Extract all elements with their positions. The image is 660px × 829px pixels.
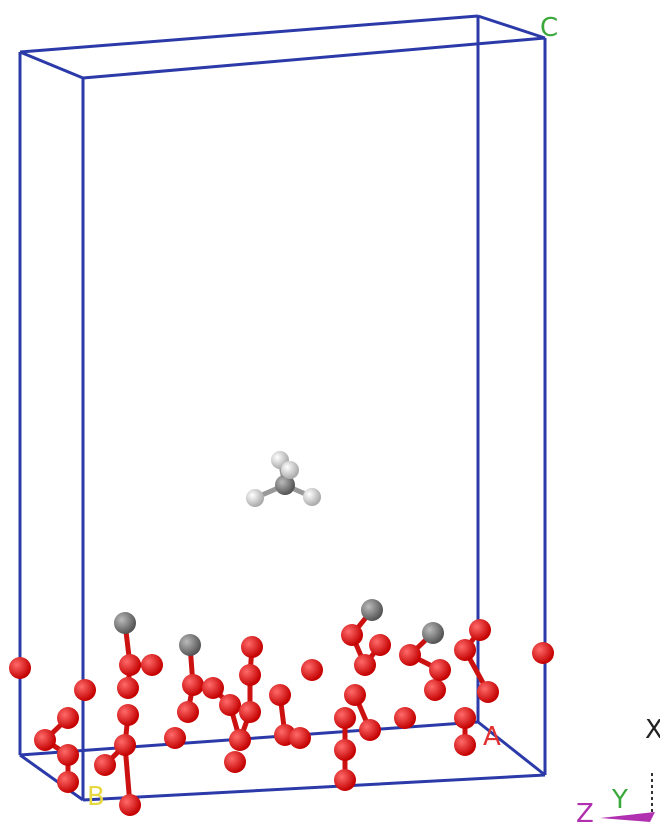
oxygen-atom bbox=[117, 704, 139, 726]
oxygen-atom bbox=[202, 677, 224, 699]
oxygen-atom bbox=[119, 794, 141, 816]
unit-cell bbox=[20, 16, 545, 800]
oxygen-atom bbox=[229, 729, 251, 751]
axis-label-a: A bbox=[483, 722, 501, 752]
oxygen-atom bbox=[177, 701, 199, 723]
hydrogen-atom bbox=[303, 488, 321, 506]
oxygen-atom bbox=[334, 739, 356, 761]
oxygen-atom bbox=[424, 679, 446, 701]
oxygen-atom bbox=[239, 664, 261, 686]
hydrogen-atom bbox=[246, 489, 264, 507]
oxygen-atom bbox=[269, 684, 291, 706]
oxygen-atom bbox=[354, 654, 376, 676]
oxygen-atom bbox=[117, 677, 139, 699]
carbon-atom bbox=[422, 622, 444, 644]
oxygen-atom bbox=[119, 654, 141, 676]
axis-label-c: C bbox=[540, 13, 558, 43]
oxygen-atom bbox=[74, 679, 96, 701]
oxygen-atom bbox=[359, 719, 381, 741]
axis-z: Z bbox=[576, 799, 594, 829]
oxygen-atom bbox=[241, 636, 263, 658]
structure-view: C A B X Y Z bbox=[0, 0, 660, 829]
axis-x: X bbox=[645, 715, 660, 745]
oxygen-atom bbox=[182, 674, 204, 696]
oxygen-atom bbox=[394, 707, 416, 729]
oxygen-atom bbox=[9, 657, 31, 679]
atoms bbox=[9, 451, 554, 816]
oxygen-atom bbox=[334, 707, 356, 729]
oxygen-atom bbox=[399, 644, 421, 666]
oxygen-atom bbox=[57, 707, 79, 729]
oxygen-atom bbox=[141, 654, 163, 676]
oxygen-atom bbox=[114, 734, 136, 756]
oxygen-atom bbox=[429, 659, 451, 681]
carbon-atom bbox=[361, 599, 383, 621]
oxygen-atom bbox=[469, 619, 491, 641]
bonds bbox=[45, 630, 488, 805]
oxygen-atom bbox=[341, 624, 363, 646]
carbon-atom bbox=[179, 634, 201, 656]
hydrogen-atom bbox=[281, 461, 299, 479]
axis-label-b: B bbox=[87, 782, 105, 812]
oxygen-atom bbox=[454, 734, 476, 756]
axis-y: Y bbox=[611, 785, 628, 815]
oxygen-atom bbox=[344, 684, 366, 706]
oxygen-atom bbox=[334, 769, 356, 791]
oxygen-atom bbox=[94, 754, 116, 776]
oxygen-atom bbox=[224, 751, 246, 773]
carbon-atom bbox=[114, 612, 136, 634]
oxygen-atom bbox=[164, 727, 186, 749]
oxygen-atom bbox=[454, 639, 476, 661]
oxygen-atom bbox=[57, 744, 79, 766]
oxygen-atom bbox=[454, 707, 476, 729]
oxygen-atom bbox=[219, 694, 241, 716]
oxygen-atom bbox=[34, 729, 56, 751]
oxygen-atom bbox=[369, 634, 391, 656]
oxygen-atom bbox=[477, 681, 499, 703]
oxygen-atom bbox=[57, 771, 79, 793]
oxygen-atom bbox=[289, 727, 311, 749]
oxygen-atom bbox=[532, 642, 554, 664]
oxygen-atom bbox=[239, 701, 261, 723]
oxygen-atom bbox=[301, 659, 323, 681]
